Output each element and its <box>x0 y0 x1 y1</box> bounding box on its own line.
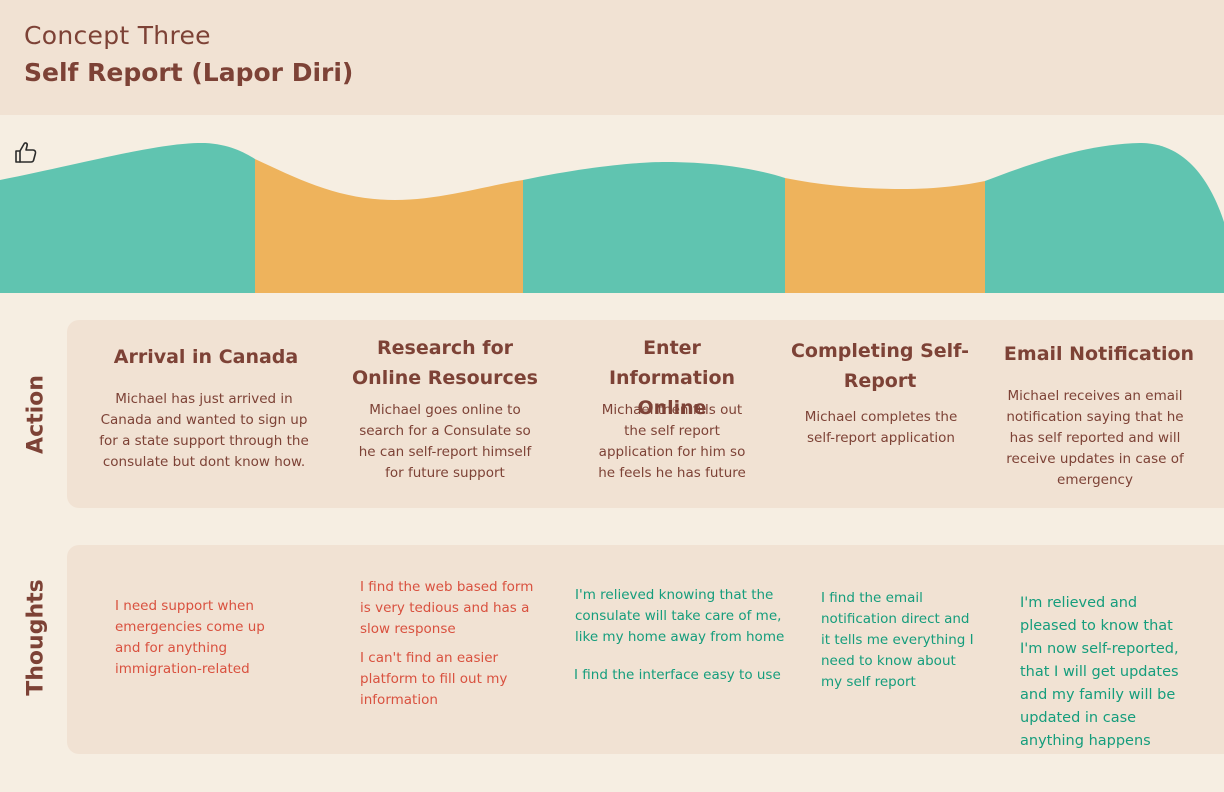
stage-1-title: Arrival in Canada <box>113 346 299 368</box>
stage-5-description: Michael receives an email notification s… <box>1006 388 1184 488</box>
emotion-segment-2 <box>255 159 523 293</box>
emotion-curve <box>0 142 1224 293</box>
header: Concept Three Self Report (Lapor Diri) <box>0 0 1224 115</box>
stage-2-title: Research for Online Resources <box>352 337 538 389</box>
stage-5-title: Email Notification <box>1003 343 1195 365</box>
emotion-segment-1 <box>0 142 255 293</box>
thoughts-panel <box>67 545 1224 754</box>
emotion-segment-5 <box>985 143 1224 293</box>
stage-2-thought-1: I find the web based form is very tediou… <box>360 579 534 637</box>
stage-3-title: Enter Information Online <box>608 337 736 419</box>
concept-title: Self Report (Lapor Diri) <box>24 58 354 87</box>
thoughts-row-label: Thoughts <box>23 579 49 696</box>
stage-3-thought-2: I find the interface easy to use <box>574 667 781 683</box>
stage-1-thought-1: I need support when emergencies come up … <box>115 598 265 677</box>
thumbs-up-icon <box>15 142 37 163</box>
stage-4-thought-1: I find the email notification direct and… <box>821 590 974 690</box>
stage-1-description: Michael has just arrived in Canada and w… <box>99 391 309 470</box>
stage-4-title: Completing Self-Report <box>790 340 970 392</box>
stage-5-thought-1: I'm relieved and pleased to know that I'… <box>1020 595 1179 749</box>
stage-3-description: Michael then fills out the self report a… <box>598 402 746 481</box>
stage-2-thought-2: I can't find an easier platform to fill … <box>360 650 508 708</box>
stage-2-description: Michael goes online to search for a Cons… <box>358 402 532 481</box>
stage-4-description: Michael completes the self-report applic… <box>804 409 958 446</box>
emotion-segment-3 <box>523 162 785 293</box>
action-row-label: Action <box>23 375 49 454</box>
emotion-segment-4 <box>785 178 985 293</box>
concept-subtitle: Concept Three <box>24 21 211 50</box>
action-panel <box>67 320 1224 508</box>
stage-3-thought-1: I'm relieved knowing that the consulate … <box>575 587 785 645</box>
